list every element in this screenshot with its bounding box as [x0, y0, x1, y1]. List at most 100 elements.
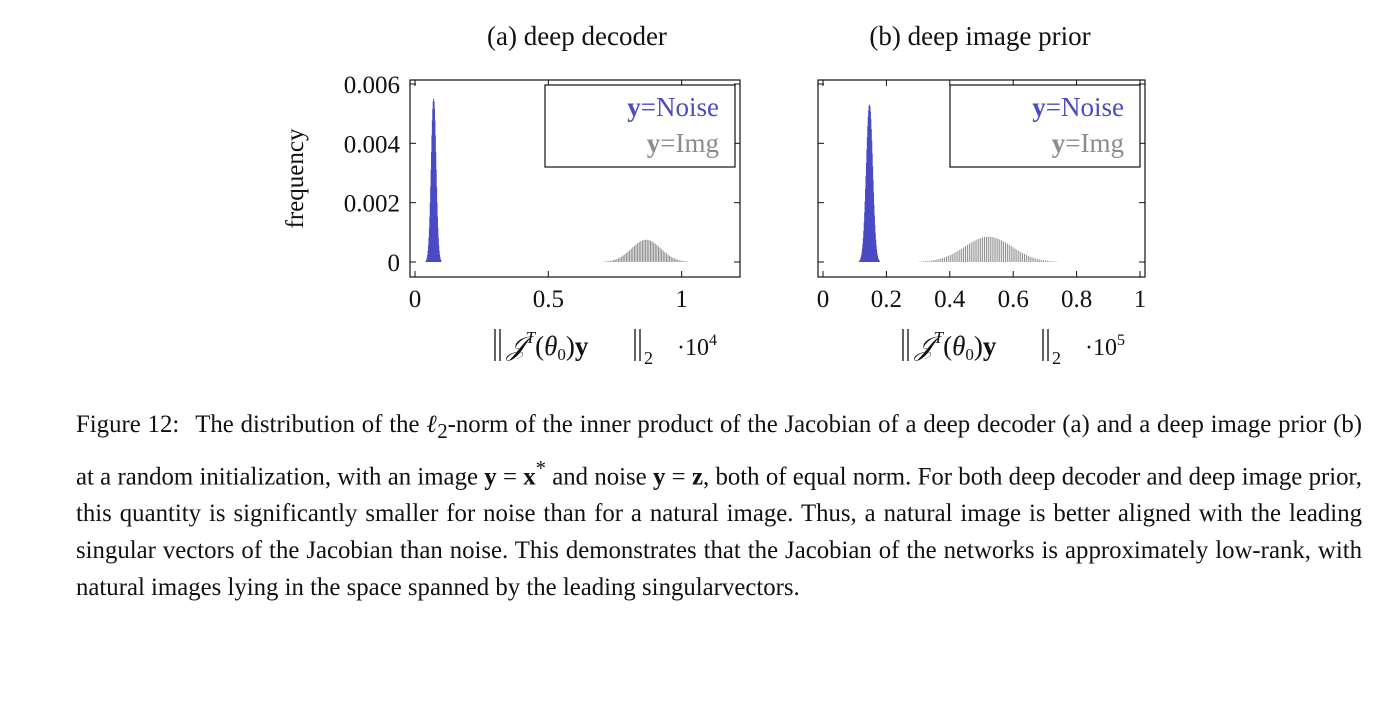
figure-caption: Figure 12: The distribution of the ℓ2-nor… [76, 406, 1362, 606]
histogram-bar-a-1-19 [633, 245, 635, 262]
y-tick-label-a-3: 0.006 [344, 72, 400, 99]
caption-text-1: The distribution of the [195, 411, 427, 438]
histogram-bar-b-1-48 [1010, 246, 1012, 262]
histogram-bar-b-1-3 [925, 261, 927, 262]
histogram-bar-a-1-28 [648, 240, 650, 262]
histogram-bar-b-1-58 [1029, 256, 1031, 262]
histogram-bar-b-1-18 [953, 253, 955, 262]
histogram-bar-b-1-34 [984, 237, 986, 262]
histogram-bar-b-1-50 [1014, 248, 1016, 262]
series-a-0 [425, 98, 442, 262]
histogram-bar-b-1-51 [1016, 249, 1018, 262]
legend-entry-a-0: y=Noise [627, 92, 719, 122]
histogram-bar-b-1-35 [985, 236, 987, 262]
x-axis-label-part-a-3: θ [544, 331, 557, 361]
x-tick-label-b-1: 0.2 [871, 286, 902, 313]
histogram-bar-a-1-51 [685, 261, 687, 262]
figure-12: (a) deep decoder 0 0.002 0.004 0.006 0 0.5 1 fre… [282, 21, 1146, 368]
x-tick-label-b-2: 0.4 [934, 286, 966, 313]
caption-label: Figure 12: [76, 411, 180, 438]
x-axis-label-part-a-1: T [526, 328, 537, 347]
histogram-bar-b-1-15 [947, 255, 949, 262]
histogram-bar-b-1-71 [1054, 261, 1056, 262]
x-axis-label-part-b-1: T [934, 328, 945, 347]
caption-eq2-equals: = [665, 463, 692, 491]
histogram-bar-a-1-13 [624, 254, 626, 262]
histogram-bar-b-1-7 [932, 260, 934, 262]
histogram-bar-a-0-35 [440, 260, 442, 262]
histogram-bar-b-1-44 [1003, 241, 1005, 262]
chart-panel-a: (a) deep decoder 0 0.002 0.004 0.006 0 0.5 1 fre… [282, 21, 741, 368]
histogram-bar-a-1-14 [625, 253, 627, 262]
caption-text-4: , both of equal norm. For both deep deco… [76, 463, 1362, 602]
histogram-bar-b-1-62 [1037, 259, 1039, 262]
histogram-bar-a-1-48 [680, 260, 682, 262]
histogram-bar-a-1-30 [651, 241, 653, 262]
histogram-bar-a-1-2 [606, 261, 608, 262]
x-axis-label-part-a-2: ( [535, 331, 544, 361]
x-axis-label-b: 𝒥T(θ0)y 2 ·105 [902, 328, 1125, 368]
histogram-bar-a-1-23 [640, 241, 642, 262]
histogram-bar-b-1-21 [959, 249, 961, 262]
histogram-bar-b-1-24 [965, 246, 967, 262]
caption-eq2-z: z [691, 463, 703, 491]
histogram-bar-b-1-27 [970, 242, 972, 262]
histogram-bar-a-1-22 [638, 242, 640, 262]
histogram-bar-a-1-47 [678, 260, 680, 262]
histogram-bar-b-1-36 [987, 236, 989, 262]
caption-eq2-y: y [652, 463, 666, 491]
histogram-bar-a-1-11 [621, 256, 623, 262]
histogram-bar-a-1-17 [630, 248, 632, 262]
legend-entry-symbol-a-1: y [647, 128, 661, 158]
histogram-bar-b-1-65 [1042, 260, 1044, 262]
legend-entry-b-1: y=Img [1052, 128, 1124, 158]
histogram-bar-b-1-30 [976, 239, 978, 262]
histogram-bar-b-1-9 [936, 259, 938, 262]
histogram-bar-a-1-7 [614, 259, 616, 262]
histogram-bar-b-1-4 [926, 261, 928, 262]
histogram-bar-b-1-11 [940, 258, 942, 262]
x-tick-label-b-3: 0.6 [998, 286, 1029, 313]
histogram-bar-b-1-60 [1033, 258, 1035, 262]
histogram-bar-b-1-54 [1022, 253, 1024, 262]
legend-entry-symbol-b-0: y [1032, 92, 1046, 122]
histogram-bar-a-1-43 [672, 257, 674, 262]
series-a-1 [603, 239, 688, 262]
histogram-bar-b-1-14 [945, 256, 947, 262]
x-axis-scale-base-b: ·10 [1085, 335, 1117, 361]
histogram-bar-b-1-12 [942, 258, 944, 262]
histogram-bar-b-1-29 [974, 240, 976, 262]
histogram-bar-b-1-33 [982, 237, 984, 262]
x-axis-label-part-a-5: ) [566, 331, 575, 361]
chart-title-a: (a) deep decoder [487, 21, 667, 51]
histogram-bar-b-1-16 [949, 254, 951, 262]
plot-frame-b [817, 79, 1146, 278]
histogram-bar-b-1-45 [1004, 242, 1006, 262]
histogram-bar-b-1-28 [972, 241, 974, 262]
histogram-bar-a-1-45 [675, 259, 677, 262]
histogram-bar-b-1-26 [968, 243, 970, 262]
histogram-bar-a-1-8 [616, 258, 618, 262]
x-tick-label-a-1: 0.5 [533, 286, 564, 313]
histogram-bar-b-1-6 [930, 260, 932, 262]
histogram-bar-a-1-41 [669, 255, 671, 262]
histogram-bar-a-1-6 [613, 260, 615, 262]
histogram-bar-a-1-5 [611, 260, 613, 262]
histogram-bar-b-1-40 [995, 238, 997, 262]
y-tick-label-a-0: 0 [388, 250, 401, 277]
histogram-bar-b-1-49 [1012, 247, 1014, 262]
histogram-bar-b-1-5 [928, 260, 930, 262]
histogram-bar-b-1-63 [1039, 259, 1041, 262]
histogram-bar-b-1-47 [1008, 244, 1010, 262]
histogram-bar-a-1-4 [609, 260, 611, 262]
chart-title-b: (b) deep image prior [869, 21, 1090, 51]
histogram-bar-a-1-26 [645, 239, 647, 262]
histogram-bar-a-1-32 [654, 243, 656, 262]
histogram-bar-b-1-46 [1006, 243, 1008, 262]
plot-frame-a [409, 79, 741, 278]
histogram-bar-b-1-2 [923, 261, 925, 262]
histogram-bar-a-1-25 [643, 239, 645, 262]
histogram-bar-b-1-19 [955, 251, 957, 262]
histogram-bar-b-1-20 [957, 250, 959, 262]
x-axis-label-sub-a: 2 [644, 348, 653, 368]
